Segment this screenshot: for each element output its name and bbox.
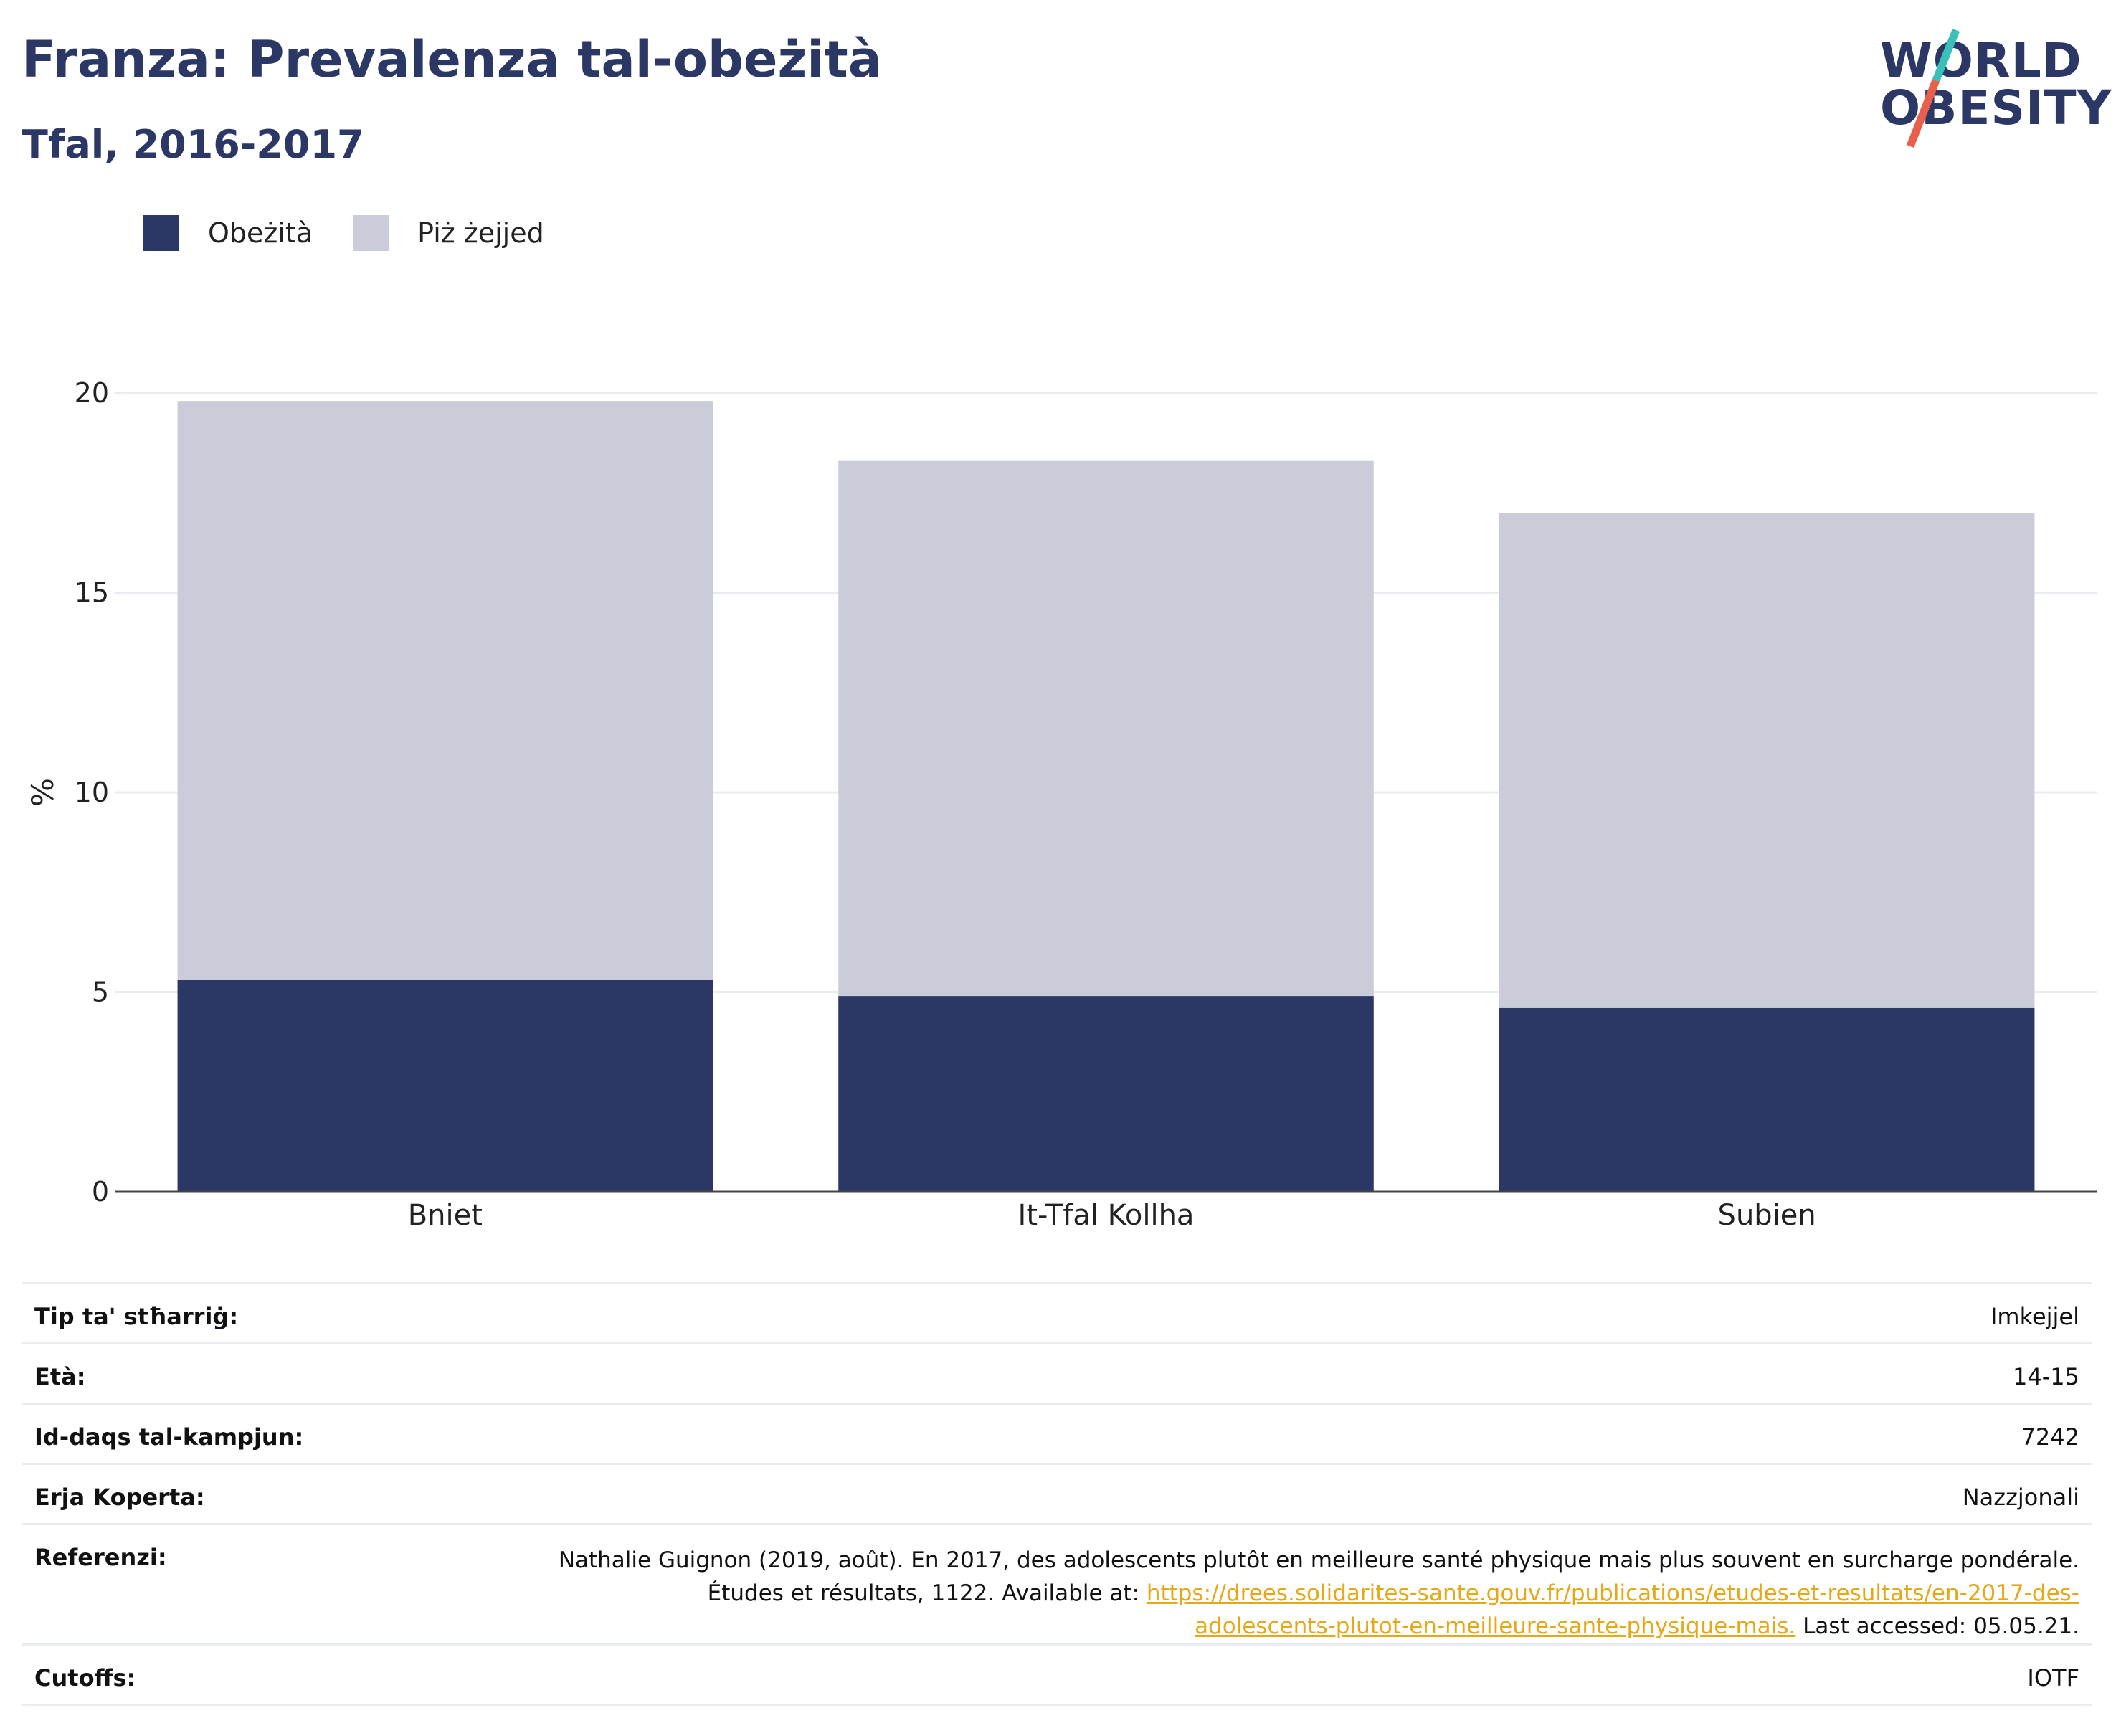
y-axis-label: % [25,778,60,807]
info-value-cutoffs: IOTF [2027,1664,2079,1692]
x-tick-label: Subien [1718,1199,1816,1232]
info-row-survey-type: Tip ta' stħarriġ: Imkejjel [22,1284,2092,1344]
survey-info-table: Tip ta' stħarriġ: Imkejjel Età: 14-15 Id… [22,1282,2092,1706]
info-label-survey-type: Tip ta' stħarriġ: [34,1303,239,1330]
reference-line-3: adolescents-plutot-en-meilleure-sante-ph… [559,1610,2079,1643]
logo-line-1: WORLD [1880,33,2082,88]
info-label-age: Età: [34,1363,86,1390]
bar-overweight [177,401,713,980]
logo-slash-icon [1906,29,1960,148]
info-row-sample-size: Id-daqs tal-kampjun: 7242 [22,1405,2092,1465]
info-label-sample-size: Id-daqs tal-kampjun: [34,1423,304,1451]
legend-label-obesity: Obeżità [208,217,313,249]
info-label-cutoffs: Cutoffs: [34,1664,136,1692]
reference-line-1: Nathalie Guignon (2019, août). En 2017, … [558,1547,2079,1573]
legend-item-obesity: Obeżità [143,215,313,251]
legend-swatch-obesity [143,215,179,251]
reference-link-part-2[interactable]: adolescents-plutot-en-meilleure-sante-ph… [1195,1613,1796,1639]
legend-label-overweight: Piż żejjed [417,217,544,249]
info-label-area: Erja Koperta: [34,1484,205,1511]
y-tick-label: 20 [75,377,109,409]
info-row-references: Referenzi: Nathalie Guignon (2019, août)… [22,1525,2092,1646]
y-tick-label: 15 [75,577,109,609]
world-obesity-logo: WORLD OBESITY [1864,29,2111,158]
info-value-age: 14-15 [2013,1363,2079,1390]
legend-swatch-overweight [353,215,389,251]
info-value-survey-type: Imkejjel [1990,1303,2079,1330]
info-value-area: Nazzjonali [1962,1484,2079,1511]
page-title: Franza: Prevalenza tal-obeżità [22,30,882,89]
y-tick-label: 10 [75,777,109,808]
reference-link-part-1[interactable]: https://drees.solidarites-sante.gouv.fr/… [1146,1580,2079,1606]
page-subtitle: Tfal, 2016-2017 [22,122,364,167]
info-row-cutoffs: Cutoffs: IOTF [22,1646,2092,1706]
x-tick-label: Bniet [408,1199,483,1232]
info-row-area: Erja Koperta: Nazzjonali [22,1465,2092,1525]
stacked-bar-chart: 0 5 10 15 20% Bniet It-Tfal Kollha Subien [25,377,2097,1232]
legend-item-overweight: Piż żejjed [353,215,544,251]
info-value-sample-size: 7242 [2021,1423,2079,1451]
reference-suffix: Last accessed: 05.05.21. [1795,1613,2079,1639]
info-label-references: Referenzi: [34,1544,167,1571]
chart-legend: Obeżità Piż żejjed [143,215,584,251]
y-tick-label: 5 [92,977,109,1008]
bar-obesity [1499,1007,2035,1192]
bar-obesity [838,996,1374,1192]
x-tick-label: It-Tfal Kollha [1018,1199,1195,1232]
y-tick-label: 0 [92,1176,109,1208]
bar-obesity [177,980,713,1192]
reference-prefix: Études et résultats, 1122. Available at: [707,1580,1147,1606]
bar-overweight [838,460,1374,997]
reference-line-2: Études et résultats, 1122. Available at:… [559,1577,2079,1610]
reference-text: Nathalie Guignon (2019, août). En 2017, … [559,1544,2079,1643]
bar-overweight [1499,513,2035,1008]
info-row-age: Età: 14-15 [22,1344,2092,1405]
